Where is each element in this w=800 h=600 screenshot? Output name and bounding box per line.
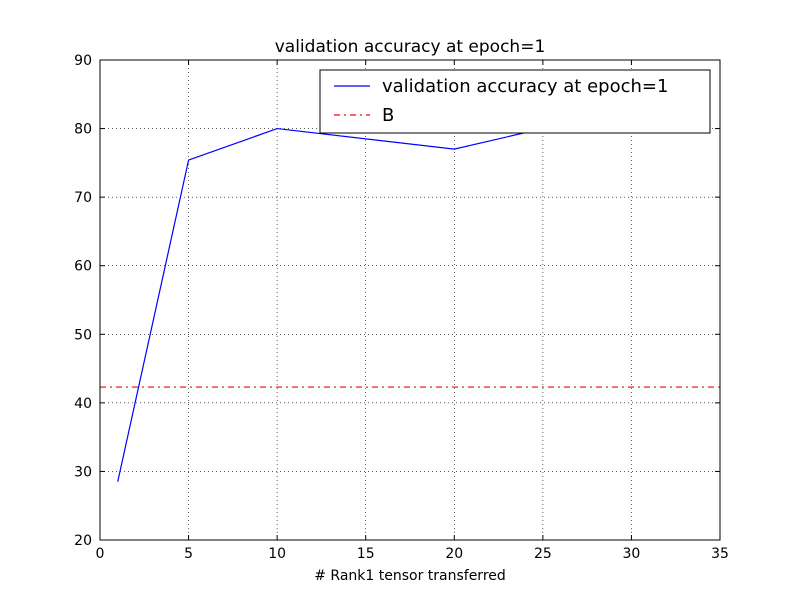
x-tick-label: 30 <box>623 546 641 562</box>
x-tick-label: 0 <box>96 546 105 562</box>
y-tick-label: 60 <box>74 259 92 275</box>
axis-ticks <box>99 59 721 541</box>
y-tick-label: 80 <box>74 122 92 138</box>
axes-frame <box>99 59 721 541</box>
chart-title: validation accuracy at epoch=1 <box>275 37 546 57</box>
y-tick-label: 50 <box>74 327 92 343</box>
x-tick-label: 5 <box>184 546 193 562</box>
y-tick-label: 70 <box>74 190 92 206</box>
y-tick-label: 40 <box>74 396 92 412</box>
legend: validation accuracy at epoch=1 B <box>319 69 711 134</box>
x-tick-label: 15 <box>357 546 375 562</box>
x-tick-label: 10 <box>268 546 286 562</box>
y-tick-label: 30 <box>74 464 92 480</box>
plot-area-background <box>100 60 720 540</box>
legend-box <box>319 69 711 134</box>
x-axis-label: # Rank1 tensor transferred <box>314 568 506 584</box>
legend-label-2: B <box>382 105 394 126</box>
x-tick-label: 35 <box>711 546 729 562</box>
x-tick-label: 20 <box>445 546 463 562</box>
x-tick-label: 25 <box>534 546 552 562</box>
y-tick-label: 20 <box>74 533 92 549</box>
tick-labels: 0 5 10 15 20 25 30 35 20 30 40 50 60 70 80 90 <box>74 53 729 562</box>
legend-label-1: validation accuracy at epoch=1 <box>382 76 668 97</box>
y-tick-label: 90 <box>74 53 92 69</box>
plot-frame <box>99 59 721 541</box>
